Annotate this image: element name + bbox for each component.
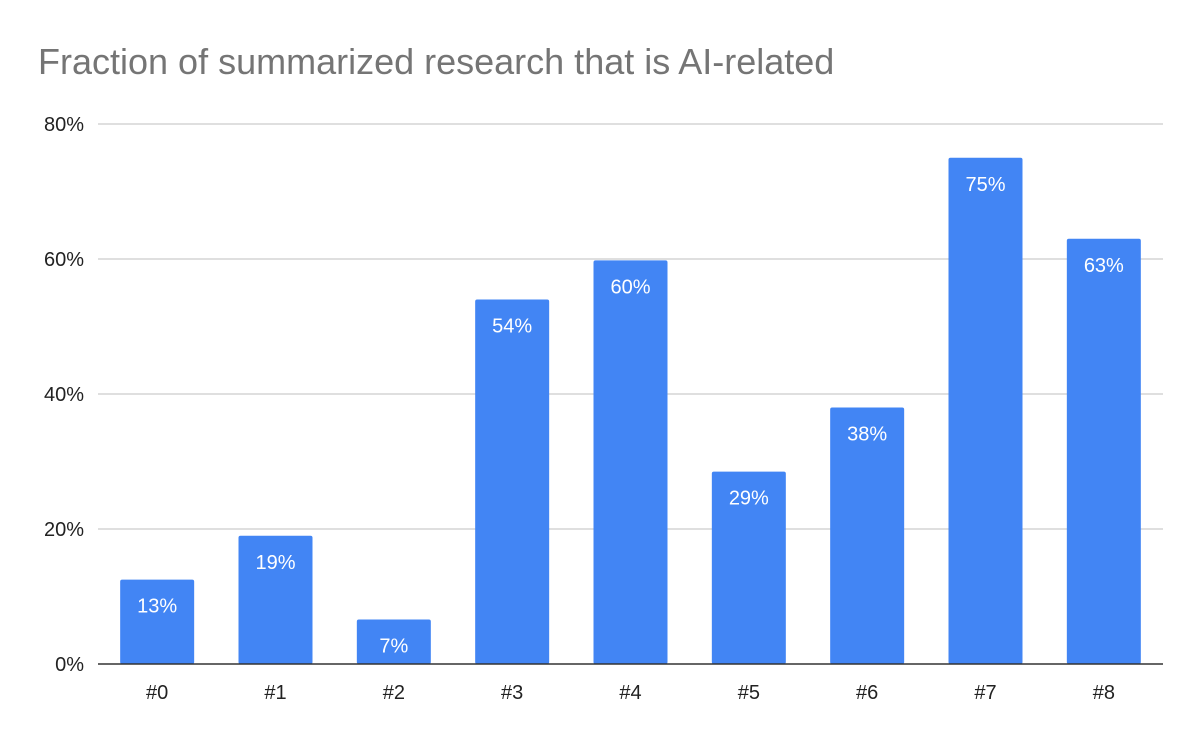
x-tick-label: #6 bbox=[856, 682, 878, 704]
data-label: 19% bbox=[255, 552, 295, 574]
data-label: 63% bbox=[1084, 255, 1124, 277]
y-tick-label: 60% bbox=[44, 249, 84, 271]
y-tick-label: 0% bbox=[55, 654, 84, 676]
data-label: 7% bbox=[379, 635, 408, 657]
x-tick-label: #8 bbox=[1093, 682, 1115, 704]
bars bbox=[120, 157, 1141, 664]
x-axis-ticks: #0 #1 #2 #3 #4 #5 #6 #7 #8 bbox=[146, 682, 1115, 704]
y-tick-label: 20% bbox=[44, 519, 84, 541]
data-labels: 13% 19% 7% 54% 60% 29% 38% 75% 63% bbox=[137, 174, 1124, 658]
data-label: 29% bbox=[729, 488, 769, 510]
x-tick-label: #0 bbox=[146, 682, 168, 704]
bar bbox=[593, 260, 668, 664]
x-tick-label: #3 bbox=[501, 682, 523, 704]
bar bbox=[830, 407, 905, 664]
data-label: 38% bbox=[847, 424, 887, 446]
data-label: 60% bbox=[610, 276, 650, 298]
y-tick-label: 80% bbox=[44, 114, 84, 136]
bar bbox=[475, 299, 550, 664]
x-tick-label: #4 bbox=[619, 682, 641, 704]
bar bbox=[120, 579, 195, 664]
bar bbox=[238, 535, 313, 664]
data-label: 75% bbox=[965, 174, 1005, 196]
x-tick-label: #1 bbox=[264, 682, 286, 704]
data-label: 54% bbox=[492, 316, 532, 338]
data-label: 13% bbox=[137, 596, 177, 618]
chart-title: Fraction of summarized research that is … bbox=[38, 41, 834, 82]
y-axis-ticks: 0% 20% 40% 60% 80% bbox=[44, 114, 84, 676]
bar bbox=[948, 157, 1023, 664]
bar bbox=[356, 619, 431, 664]
bar bbox=[1066, 238, 1141, 664]
bar bbox=[711, 471, 786, 664]
x-tick-label: #7 bbox=[974, 682, 996, 704]
x-tick-label: #2 bbox=[383, 682, 405, 704]
x-tick-label: #5 bbox=[738, 682, 760, 704]
y-tick-label: 40% bbox=[44, 384, 84, 406]
